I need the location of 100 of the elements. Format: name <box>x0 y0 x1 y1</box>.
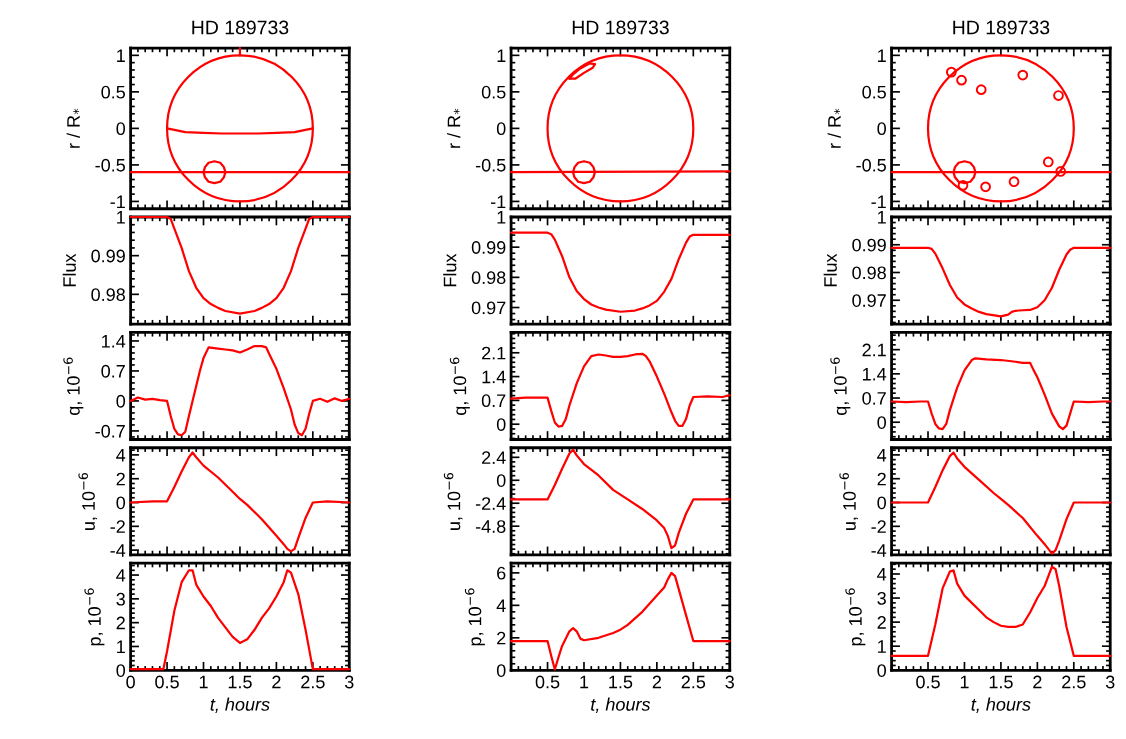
y-axis-title: r / R$_{*}$ <box>827 108 841 148</box>
y-tick-label: 1 <box>878 640 886 653</box>
y-tick-label: 0 <box>116 394 126 408</box>
y-tick-label: 0.99 <box>471 241 506 254</box>
y-axis-title: Flux <box>443 253 457 287</box>
y-tick-label: 0 <box>877 122 886 136</box>
y-tick-label: 2.1 <box>482 346 506 360</box>
y-tick-label: 0.7 <box>862 391 886 405</box>
x-tick-label: 1 <box>580 675 589 689</box>
x-tick-label: 0 <box>126 675 135 689</box>
y-tick-label: 0.98 <box>471 271 506 285</box>
y-tick-label: 1.4 <box>102 335 126 348</box>
y-tick-label: 2.1 <box>862 343 886 357</box>
y-tick-label: -4.8 <box>475 520 506 533</box>
x-tick-label: 1.5 <box>609 675 633 689</box>
y-axis-title: u, 10$^{−6}$ <box>443 472 463 530</box>
y-tick-label: 0 <box>877 416 886 429</box>
x-tick-label: 2.5 <box>1062 675 1086 689</box>
x-tick-label: 3 <box>725 675 734 689</box>
x-tick-label: 2 <box>1033 675 1042 689</box>
x-tick-label: 3 <box>1105 675 1115 689</box>
y-axis-title: u, 10$^{−6}$ <box>839 472 858 530</box>
y-tick-label: 0 <box>496 664 506 677</box>
x-tick-label: 0.5 <box>535 675 560 689</box>
y-tick-label: -2.4 <box>475 497 506 510</box>
y-tick-label: 0.5 <box>101 85 125 99</box>
y-tick-label: -0.5 <box>95 158 125 172</box>
y-tick-label: -1 <box>490 195 506 208</box>
y-tick-label: -2 <box>871 520 886 533</box>
y-axis-title: u, 10$^{−6}$ <box>78 472 98 530</box>
y-axis-title: r / R$_{*}$ <box>447 108 461 148</box>
y-tick-label: 0.98 <box>91 288 125 302</box>
y-tick-label: 2.4 <box>482 451 506 464</box>
x-tick-label: 1 <box>199 675 208 689</box>
y-tick-label: 0 <box>877 496 886 510</box>
y-tick-label: 4 <box>116 449 126 462</box>
chart-title: HD 189733 <box>572 20 669 35</box>
y-axis-title: q, 10$^{−6}$ <box>63 357 84 415</box>
y-tick-label: -0.5 <box>475 158 506 172</box>
chart-title: HD 189733 <box>953 20 1050 35</box>
x-axis-title: t, hours <box>971 697 1031 713</box>
y-axis-title: r / R$_{*}$ <box>66 108 80 148</box>
y-tick-label: 0 <box>496 122 506 136</box>
y-axis-title: Flux <box>823 253 837 287</box>
y-tick-label: 0.98 <box>852 266 886 280</box>
y-tick-label: 2 <box>116 616 125 630</box>
x-tick-label: 2.5 <box>681 675 706 689</box>
y-tick-label: 1.4 <box>482 370 506 384</box>
y-tick-label: 0.99 <box>91 249 125 263</box>
y-tick-label: 0.5 <box>481 85 506 99</box>
y-tick-label: 4 <box>116 569 126 582</box>
y-tick-label: 0 <box>116 122 126 136</box>
y-tick-label: -1 <box>871 195 886 208</box>
y-tick-label: 0.99 <box>852 238 886 252</box>
y-tick-label: -4 <box>110 544 126 557</box>
y-tick-label: 1 <box>117 49 125 62</box>
y-tick-label: 1 <box>117 640 125 654</box>
y-tick-label: -1 <box>110 195 125 208</box>
x-tick-label: 0.5 <box>916 675 940 689</box>
y-tick-label: 2 <box>877 616 886 629</box>
x-tick-label: 2 <box>652 675 661 689</box>
y-tick-label: 6 <box>497 566 506 580</box>
chart-title: HD 189733 <box>192 20 289 35</box>
y-tick-label: -2 <box>110 520 125 533</box>
y-tick-label: 1 <box>878 211 886 224</box>
y-tick-label: 0.5 <box>862 85 886 99</box>
y-tick-label: 0 <box>496 474 506 487</box>
x-tick-label: 1 <box>960 675 969 689</box>
y-tick-label: 0.97 <box>471 301 506 315</box>
y-tick-label: 0 <box>116 664 126 677</box>
y-tick-label: 3 <box>116 592 125 606</box>
y-tick-label: 0.97 <box>852 294 886 307</box>
x-axis-title: t, hours <box>591 697 651 713</box>
y-tick-label: 1 <box>117 211 125 224</box>
y-axis-title: p, 10$^{−6}$ <box>464 588 485 646</box>
x-tick-label: 1.5 <box>228 675 252 689</box>
y-tick-label: 4 <box>877 449 887 462</box>
y-tick-label: 2 <box>497 631 506 645</box>
x-tick-label: 0.5 <box>155 675 179 689</box>
y-tick-label: 3 <box>877 591 886 605</box>
y-tick-label: 0 <box>496 418 506 431</box>
y-tick-label: 0.7 <box>481 394 506 408</box>
y-tick-label: 0 <box>877 664 886 677</box>
y-axis-title: p, 10$^{−6}$ <box>845 588 866 646</box>
y-tick-label: 2 <box>877 472 886 486</box>
y-tick-label: 1.4 <box>862 367 887 381</box>
y-tick-label: -0.7 <box>95 424 125 438</box>
y-tick-label: 0 <box>116 496 126 510</box>
x-tick-label: 1.5 <box>989 675 1013 689</box>
x-tick-label: 2 <box>272 675 281 689</box>
y-tick-label: 0.7 <box>101 364 125 378</box>
y-tick-label: 2 <box>116 472 125 486</box>
y-axis-title: p, 10$^{−6}$ <box>84 588 105 646</box>
y-tick-label: -4 <box>871 544 887 557</box>
y-tick-label: 4 <box>877 568 887 581</box>
x-axis-title: t, hours <box>210 697 270 713</box>
y-tick-label: 1 <box>878 49 886 62</box>
y-tick-label: -0.5 <box>856 158 886 172</box>
x-tick-label: 3 <box>344 675 354 689</box>
y-tick-label: 1 <box>497 49 506 62</box>
